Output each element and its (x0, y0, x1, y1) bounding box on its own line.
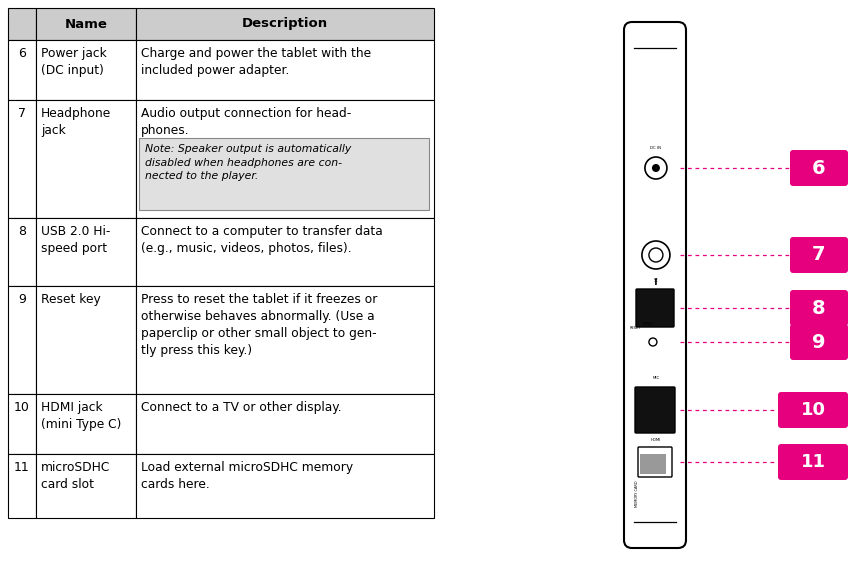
Bar (8, 218, 36, 286)
Text: Description: Description (242, 18, 328, 31)
Bar (139, 138, 429, 210)
Text: ♥: ♥ (654, 278, 657, 282)
Text: 7: 7 (812, 245, 826, 265)
Text: Headphone
jack: Headphone jack (41, 107, 111, 137)
Text: 6: 6 (812, 158, 826, 177)
Text: HDMI: HDMI (651, 438, 661, 442)
Text: Connect to a computer to transfer data
(e.g., music, videos, photos, files).: Connect to a computer to transfer data (… (141, 225, 383, 255)
Bar (136, 218, 434, 286)
Text: RESET: RESET (630, 326, 641, 330)
FancyBboxPatch shape (635, 387, 675, 433)
FancyBboxPatch shape (790, 237, 848, 273)
Text: 11: 11 (800, 453, 825, 471)
Bar (36, 100, 136, 218)
Bar (8, 394, 36, 454)
Bar (136, 286, 434, 394)
Text: microSDHC
card slot: microSDHC card slot (41, 461, 110, 491)
Text: 9: 9 (18, 293, 26, 306)
Text: 11: 11 (15, 461, 30, 474)
Bar (8, 454, 36, 518)
Text: Reset key: Reset key (41, 293, 101, 306)
Text: Connect to a TV or other display.: Connect to a TV or other display. (141, 401, 342, 414)
Bar (136, 454, 434, 518)
Text: Press to reset the tablet if it freezes or
otherwise behaves abnormally. (Use a
: Press to reset the tablet if it freezes … (141, 293, 377, 357)
Bar (36, 454, 136, 518)
FancyBboxPatch shape (790, 324, 848, 360)
Bar (36, 40, 136, 100)
Text: 7: 7 (18, 107, 26, 120)
Text: 10: 10 (800, 401, 825, 419)
FancyBboxPatch shape (640, 454, 666, 474)
FancyBboxPatch shape (624, 22, 686, 548)
Bar (136, 100, 434, 218)
Bar (8, 100, 36, 218)
Text: 8: 8 (18, 225, 26, 238)
Bar (8, 40, 36, 100)
FancyBboxPatch shape (790, 150, 848, 186)
Text: HDMI jack
(mini Type C): HDMI jack (mini Type C) (41, 401, 122, 431)
Bar (36, 286, 136, 394)
Text: Power jack
(DC input): Power jack (DC input) (41, 47, 107, 77)
Bar (136, 8, 434, 40)
FancyBboxPatch shape (636, 289, 674, 327)
FancyBboxPatch shape (790, 290, 848, 326)
Bar (36, 394, 136, 454)
Text: MEMORY CARD: MEMORY CARD (635, 480, 639, 507)
Text: USB 2.0 Hi-
speed port: USB 2.0 Hi- speed port (41, 225, 110, 255)
Text: 6: 6 (18, 47, 26, 60)
FancyBboxPatch shape (778, 392, 848, 428)
Bar (136, 40, 434, 100)
Circle shape (652, 164, 660, 172)
Text: 8: 8 (812, 299, 826, 318)
Bar (8, 286, 36, 394)
Text: ⬆: ⬆ (653, 280, 659, 286)
Bar (8, 8, 36, 40)
Text: Charge and power the tablet with the
included power adapter.: Charge and power the tablet with the inc… (141, 47, 372, 77)
Text: Name: Name (64, 18, 108, 31)
Text: 10: 10 (14, 401, 30, 414)
Bar (36, 218, 136, 286)
Text: DC IN: DC IN (651, 146, 662, 150)
Text: 9: 9 (812, 332, 826, 352)
Text: Note: Speaker output is automatically
disabled when headphones are con-
nected t: Note: Speaker output is automatically di… (145, 144, 351, 181)
Text: MIC: MIC (652, 376, 659, 380)
FancyBboxPatch shape (778, 444, 848, 480)
Text: Load external microSDHC memory
cards here.: Load external microSDHC memory cards her… (141, 461, 354, 491)
Bar (136, 394, 434, 454)
Text: Audio output connection for head-
phones.: Audio output connection for head- phones… (141, 107, 351, 137)
Bar (36, 8, 136, 40)
Text: RESET: RESET (642, 322, 654, 326)
FancyBboxPatch shape (638, 447, 672, 477)
